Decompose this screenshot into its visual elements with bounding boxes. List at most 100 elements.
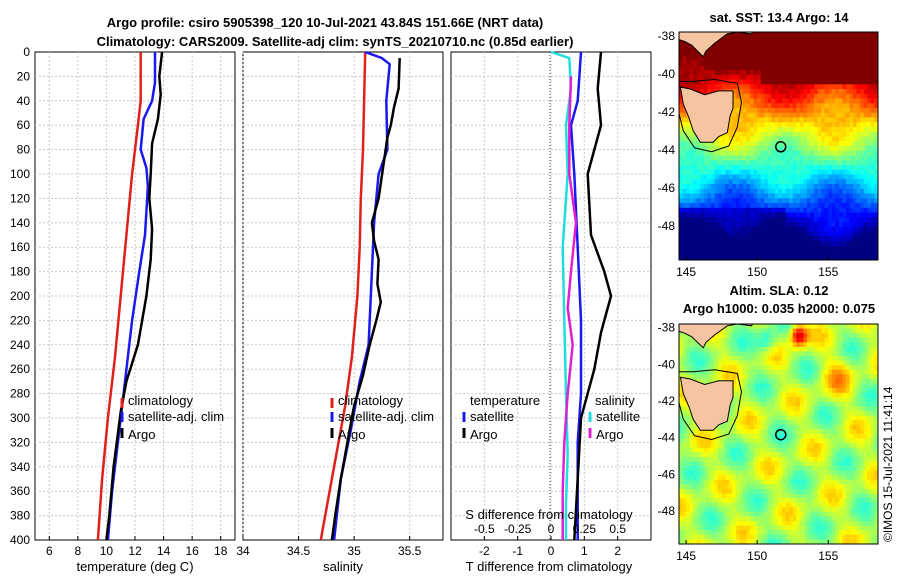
heat-cell	[849, 36, 854, 43]
heat-cell	[757, 452, 762, 458]
heat-cell	[842, 188, 847, 195]
heat-cell	[831, 360, 836, 366]
heat-cell	[767, 188, 772, 195]
heat-cell	[803, 489, 808, 495]
heat-cell	[718, 65, 723, 71]
heat-cell	[874, 131, 878, 138]
heat-cell	[853, 184, 858, 190]
heat-cell	[867, 411, 872, 417]
heat-cell	[693, 461, 698, 467]
heat-cell	[853, 179, 858, 185]
heat-cell	[870, 84, 876, 90]
heat-cell	[863, 379, 868, 385]
heat-cell	[743, 429, 748, 435]
heat-cell	[821, 160, 826, 166]
heat-cell	[735, 241, 741, 247]
heat-cell	[774, 236, 780, 242]
heat-cell	[700, 484, 705, 490]
heat-cell	[764, 255, 769, 260]
heat-cell	[824, 174, 829, 180]
heat-cell	[828, 131, 833, 138]
heat-cell	[842, 379, 847, 385]
heat-cell	[856, 356, 861, 362]
heat-cell	[870, 383, 876, 389]
heat-cell	[739, 155, 744, 161]
heat-cell	[778, 434, 783, 440]
heat-cell	[682, 193, 687, 199]
heat-cell	[867, 155, 872, 161]
heat-cell	[757, 41, 762, 47]
heat-cell	[732, 443, 737, 449]
heat-cell	[856, 188, 861, 195]
heat-cell	[828, 401, 833, 408]
heat-cell	[728, 236, 733, 242]
heat-cell	[849, 374, 854, 380]
heat-cell	[842, 401, 847, 408]
heat-cell	[725, 165, 730, 171]
heat-cell	[743, 131, 748, 138]
heat-cell	[774, 41, 780, 47]
heat-cell	[856, 150, 861, 157]
heat-cell	[863, 397, 868, 403]
heat-cell	[821, 337, 826, 343]
heat-cell	[860, 41, 865, 47]
heat-cell	[711, 203, 716, 209]
heat-cell	[771, 356, 776, 362]
heat-cell	[686, 65, 691, 71]
heat-cell	[846, 466, 851, 472]
heat-cell	[778, 212, 783, 218]
heat-cell	[831, 141, 836, 147]
heat-cell	[821, 475, 826, 481]
heat-cell	[746, 342, 751, 348]
heat-cell	[774, 447, 780, 453]
heat-cell	[714, 141, 719, 147]
heat-cell	[711, 60, 716, 66]
heat-cell	[835, 447, 840, 453]
heat-cell	[863, 155, 868, 161]
heat-cell	[849, 255, 854, 260]
heat-cell	[760, 333, 765, 339]
heat-cell	[714, 169, 719, 176]
heat-cell	[810, 165, 815, 171]
heat-cell	[810, 117, 815, 123]
heat-cell	[796, 217, 801, 223]
heat-cell	[686, 193, 691, 199]
heat-cell	[806, 434, 812, 440]
heat-cell	[870, 136, 876, 142]
heat-cell	[874, 342, 878, 348]
heat-cell	[718, 198, 723, 204]
heat-cell	[750, 65, 755, 71]
heat-cell	[689, 415, 694, 421]
heat-cell	[778, 231, 783, 237]
heat-cell	[860, 466, 865, 472]
heat-cell	[860, 383, 865, 389]
heat-cell	[835, 174, 840, 180]
heat-cell	[838, 388, 844, 394]
heat-cell	[785, 98, 790, 104]
heat-cell	[774, 374, 780, 380]
heat-cell	[746, 466, 751, 472]
heat-cell	[743, 420, 748, 426]
heat-cell	[746, 41, 751, 47]
heat-cell	[764, 337, 769, 343]
heat-cell	[732, 93, 737, 100]
heat-cell	[728, 434, 733, 440]
heat-cell	[824, 36, 829, 43]
heat-cell	[792, 207, 797, 214]
heat-cell	[767, 165, 772, 171]
heat-cell	[785, 379, 790, 385]
heat-cell	[760, 420, 765, 426]
heat-cell	[831, 452, 836, 458]
heat-cell	[782, 493, 787, 499]
heat-cell	[860, 388, 865, 394]
heat-cell	[696, 466, 701, 472]
heat-cell	[870, 217, 876, 223]
heat-cell	[838, 188, 844, 195]
heat-cell	[810, 411, 815, 417]
heat-cell	[792, 150, 797, 157]
heat-cell	[814, 41, 819, 47]
heat-cell	[860, 475, 865, 481]
heat-cell	[806, 231, 812, 237]
heat-cell	[682, 479, 687, 485]
heat-cell	[714, 160, 719, 166]
